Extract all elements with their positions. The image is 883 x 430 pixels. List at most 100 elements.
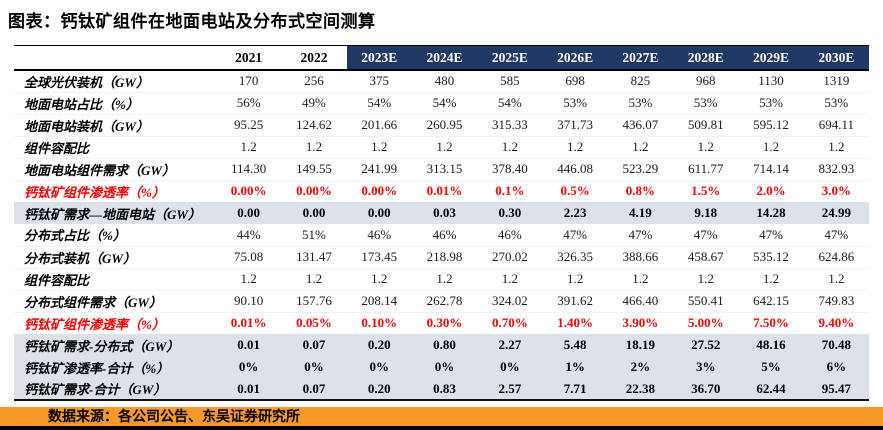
- cell-value: 0.20: [367, 380, 391, 396]
- row-label: 分布式装机（GW）: [24, 250, 136, 266]
- bottom-strip: [0, 426, 883, 430]
- cell-value: 371.73: [557, 117, 593, 132]
- cell-value: 1.5%: [691, 183, 721, 199]
- cell-value: 0.01: [237, 337, 261, 352]
- cell-value: 7.71: [563, 380, 587, 396]
- cell-value: 585: [500, 73, 520, 89]
- cell-value: 595.12: [753, 117, 789, 132]
- cell-value: 0.10%: [361, 315, 398, 331]
- cell-value: 170: [238, 73, 259, 89]
- cell-value: 698: [565, 73, 585, 89]
- table-row: 钙钛矿需求—地面电站（GW） 0.00 0.00 0.00 0.03 0.30 2.23 4.…: [14, 202, 869, 224]
- cell-value: 2.27: [498, 337, 522, 352]
- cell-value: 256: [304, 73, 324, 89]
- cell-value: 1.2: [436, 271, 453, 286]
- cell-value: 2%: [630, 359, 651, 374]
- table-row: 地面电站占比（%） 56% 49% 54% 54% 54% 53% 53% 53% 53% 53%: [14, 92, 869, 114]
- cell-value: 1.2: [632, 271, 649, 286]
- cell-value: 0.00%: [361, 183, 398, 199]
- year-header: 2026E: [542, 45, 608, 71]
- row-label: 组件容配比: [24, 140, 90, 156]
- cell-value: 1130: [758, 73, 784, 89]
- cell-value: 5.00%: [687, 315, 724, 331]
- cell-value: 53%: [563, 95, 588, 110]
- cell-value: 54%: [497, 95, 522, 110]
- cell-value: 0%: [500, 359, 520, 374]
- cell-value: 1.2: [828, 139, 845, 154]
- cell-value: 832.93: [818, 161, 855, 176]
- cell-value: 1.2: [436, 139, 453, 154]
- cell-value: 5%: [761, 359, 781, 374]
- cell-value: 324.02: [491, 293, 528, 308]
- cell-value: 0.00: [367, 205, 391, 220]
- cell-value: 0.01%: [230, 315, 267, 331]
- row-label: 地面电站占比（%）: [24, 96, 139, 112]
- cell-value: 378.40: [491, 161, 528, 176]
- cell-value: 1.2: [371, 139, 388, 154]
- cell-value: 446.08: [557, 161, 593, 176]
- table-row: 组件容配比 1.2 1.2 1.2 1.2 1.2 1.2 1.2 1.2 1.2 1.2: [14, 136, 869, 158]
- cell-value: 0.83: [433, 380, 456, 396]
- year-header: 2027E: [607, 45, 674, 71]
- cell-value: 1.2: [567, 139, 584, 154]
- cell-value: 550.41: [687, 293, 724, 308]
- cell-value: 1.2: [697, 139, 714, 154]
- cell-value: 1.2: [240, 271, 257, 286]
- cell-value: 90.10: [234, 293, 264, 308]
- year-header: 2021: [216, 45, 282, 71]
- row-label: 钙钛矿需求-分布式（GW）: [24, 338, 180, 354]
- cell-value: 388.66: [622, 249, 659, 264]
- cell-value: 1.2: [305, 139, 323, 154]
- row-label: 钙钛矿渗透率-合计（%）: [24, 360, 170, 376]
- cell-value: 46%: [432, 226, 457, 242]
- cell-value: 47%: [628, 226, 653, 242]
- cell-value: 0.03: [433, 205, 456, 220]
- cell-value: 0.5%: [560, 183, 590, 199]
- cell-value: 315.33: [491, 117, 528, 132]
- row-label: 组件容配比: [24, 272, 90, 288]
- table-row: 地面电站组件需求（GW） 114.30 149.55 241.99 313.15 378.…: [14, 158, 869, 180]
- cell-value: 0.01: [237, 380, 261, 396]
- cell-value: 18.19: [625, 337, 656, 352]
- cell-value: 157.76: [296, 293, 332, 308]
- cell-value: 4.19: [629, 205, 652, 220]
- cell-value: 54%: [432, 95, 457, 110]
- cell-value: 47%: [563, 226, 588, 242]
- cell-value: 749.83: [818, 293, 855, 308]
- cell-value: 173.45: [361, 249, 398, 264]
- cell-value: 480: [434, 73, 455, 89]
- cell-value: 0.01%: [426, 183, 463, 199]
- year-header: 2030E: [803, 45, 869, 71]
- cell-value: 47%: [693, 226, 718, 242]
- cell-value: 0%: [434, 359, 455, 374]
- cell-value: 24.99: [821, 205, 851, 220]
- row-label: 分布式占比（%）: [24, 228, 126, 244]
- cell-value: 1.40%: [557, 315, 593, 331]
- cell-value: 2.0%: [756, 183, 786, 199]
- cell-value: 0.00: [302, 205, 326, 220]
- cell-value: 53%: [824, 95, 849, 110]
- cell-value: 3.90%: [622, 315, 659, 331]
- source-text: 数据来源：各公司公告、东吴证券研究所: [48, 408, 300, 424]
- row-label: 地面电站装机（GW）: [24, 118, 149, 134]
- row-label: 钙钛矿需求—地面电站（GW）: [24, 206, 201, 222]
- cell-value: 36.70: [691, 380, 721, 396]
- header-row: 2021 2022 2023E 2024E 2025E 2026E 2027E 2028E 20…: [14, 45, 869, 71]
- cell-value: 95.47: [821, 380, 851, 396]
- cell-value: 0.70%: [491, 315, 528, 331]
- cell-value: 47%: [759, 226, 783, 242]
- cell-value: 0.00: [237, 205, 261, 220]
- cell-value: 46%: [497, 226, 522, 242]
- cell-value: 0.80: [433, 337, 456, 352]
- cell-value: 694.11: [818, 117, 854, 132]
- cell-value: 1.2: [501, 271, 518, 286]
- table-row: 分布式装机（GW） 75.08 131.47 173.45 218.98 270.02 32…: [14, 246, 869, 268]
- table-row: 钙钛矿渗透率-合计（%） 0% 0% 0% 0% 0% 1% 2% 3% 5% 6%: [14, 356, 869, 378]
- cell-value: 509.81: [687, 117, 724, 132]
- cell-value: 825: [630, 73, 651, 89]
- cell-value: 1319: [823, 73, 850, 89]
- table-row: 地面电站装机（GW） 95.25 124.62 201.66 260.95 315.33 3…: [14, 114, 869, 136]
- row-label: 钙钛矿组件渗透率（%）: [24, 316, 165, 332]
- figure-title: 图表：钙钛矿组件在地面电站及分布式空间测算: [8, 12, 376, 31]
- cell-value: 124.62: [296, 117, 332, 132]
